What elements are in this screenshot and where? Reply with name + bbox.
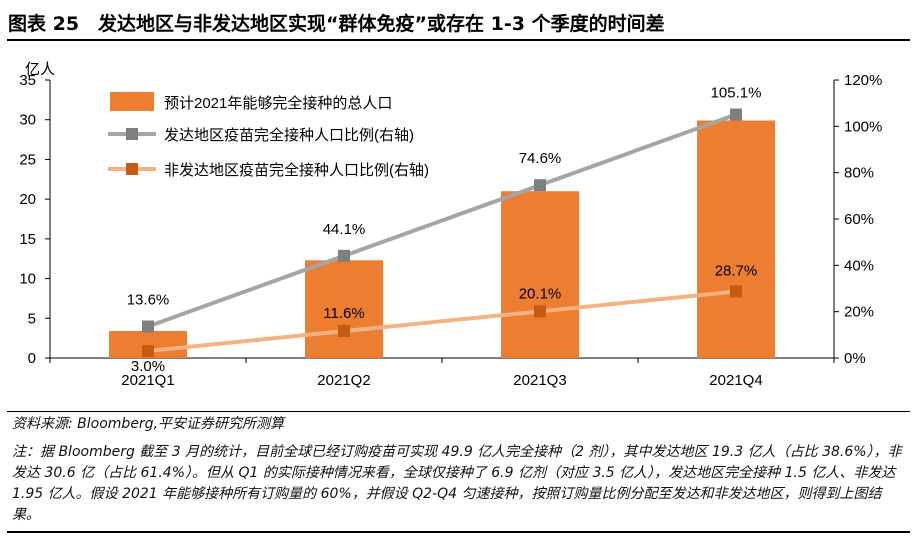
data-label-developed: 105.1%	[711, 85, 762, 102]
marker-developed	[730, 108, 742, 121]
legend-swatch-marker	[126, 163, 138, 175]
left-axis-tick-label: 10	[19, 271, 36, 288]
data-label-developed: 13.6%	[127, 291, 170, 308]
x-axis-tick-label: 2021Q2	[317, 372, 370, 389]
legend-label: 预计2021年能够完全接种的总人口	[164, 94, 392, 112]
legend-swatch-marker	[126, 128, 138, 140]
x-axis-tick-label: 2021Q3	[513, 372, 566, 389]
marker-developing	[730, 285, 742, 298]
right-axis-tick-label: 120%	[844, 72, 882, 89]
data-label-developing: 20.1%	[519, 285, 562, 302]
bar-total-population	[305, 260, 383, 358]
marker-developing	[534, 305, 546, 318]
line-developing-ratio	[147, 289, 737, 354]
x-axis-tick-label: 2021Q4	[709, 372, 762, 389]
data-label-developed: 74.6%	[519, 150, 562, 167]
right-axis-tick-label: 60%	[844, 211, 874, 228]
bottom-rule	[7, 531, 910, 533]
right-axis-tick-label: 20%	[844, 304, 874, 321]
marker-developing	[338, 325, 350, 338]
left-axis-tick-label: 30	[19, 112, 36, 129]
left-axis-tick-label: 20	[19, 191, 36, 208]
right-axis-tick-label: 0%	[844, 350, 866, 367]
left-axis-unit: 亿人	[25, 61, 55, 78]
left-axis-tick-label: 35	[19, 72, 36, 89]
data-label-developed: 44.1%	[323, 221, 366, 238]
left-axis-tick-label: 0	[28, 350, 36, 367]
figure-title: 图表 25 发达地区与非发达地区实现“群体免疫”或存在 1-3 个季度的时间差	[8, 13, 665, 35]
legend-swatch-bar	[110, 92, 154, 111]
line-developed-ratio	[147, 112, 737, 329]
marker-developing	[142, 345, 154, 358]
data-label-developing: 28.7%	[715, 263, 758, 280]
right-axis-tick-label: 100%	[844, 118, 882, 135]
source-text: 资料来源: Bloomberg,平安证券研究所测算	[12, 416, 285, 432]
x-axis-tick-label: 2021Q1	[121, 372, 174, 389]
source-rule	[7, 411, 910, 412]
note-text: 注：据 Bloomberg 截至 3 月的统计，目前全球已经订购疫苗可实现 49…	[12, 444, 902, 523]
marker-developed	[142, 320, 154, 333]
marker-developed	[338, 249, 350, 262]
legend-label: 发达地区疫苗完全接种人口比例(右轴)	[164, 126, 414, 144]
left-axis-tick-label: 25	[19, 151, 36, 168]
data-label-developing: 3.0%	[131, 358, 165, 375]
left-axis-tick-label: 5	[28, 310, 36, 327]
bar-total-population	[697, 120, 775, 358]
data-label-developing: 11.6%	[323, 305, 364, 322]
legend-label: 非发达地区疫苗完全接种人口比例(右轴)	[164, 161, 429, 179]
left-axis-tick-label: 15	[19, 231, 36, 248]
right-axis-tick-label: 80%	[844, 165, 874, 182]
top-rule	[7, 39, 910, 41]
right-axis-tick-label: 40%	[844, 257, 874, 274]
marker-developed	[534, 179, 546, 192]
bar-total-population	[501, 191, 579, 358]
